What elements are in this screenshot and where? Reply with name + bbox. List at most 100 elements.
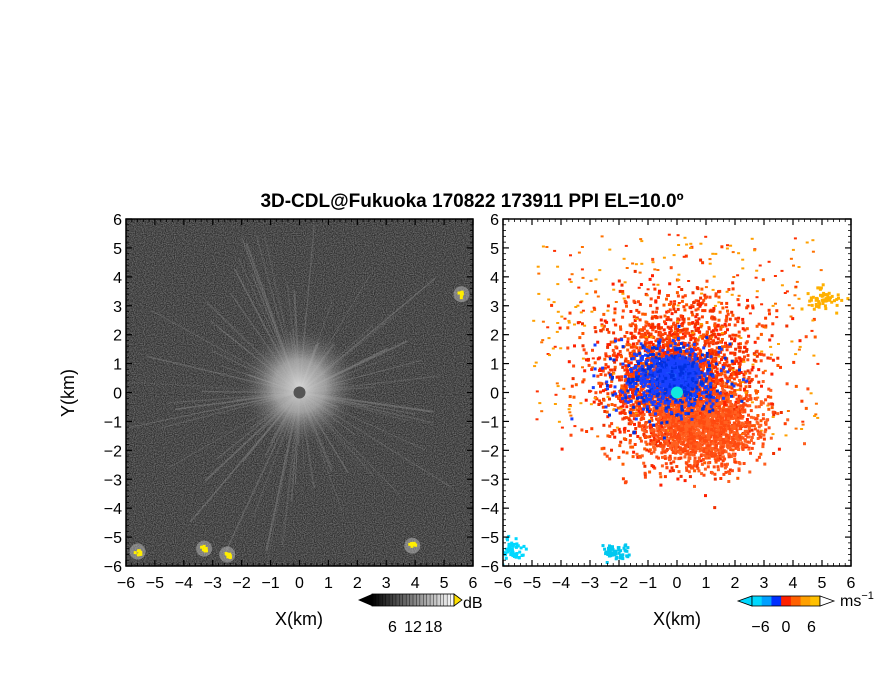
cluster-pixel <box>515 542 519 546</box>
y-tick-label: 1 <box>490 357 499 374</box>
hotspot-pixel <box>228 555 232 559</box>
hotspot-pixel <box>225 552 229 556</box>
y-tick-label: −6 <box>104 559 122 576</box>
cluster-pixel <box>824 307 828 311</box>
velocity-colorbar-swatch <box>810 596 821 606</box>
cluster-pixel <box>516 544 520 548</box>
x-tick-label: 5 <box>440 575 449 592</box>
x-tick-label: 3 <box>382 575 391 592</box>
x-tick-label: 6 <box>469 575 478 592</box>
cluster-pixel <box>519 546 523 550</box>
velocity-colorbar-unit: ms−1 <box>840 590 874 610</box>
cluster-pixel <box>518 550 522 554</box>
left-xlabel: X(km) <box>275 609 323 629</box>
cluster-pixel <box>611 547 615 551</box>
cluster-pixel <box>815 296 818 300</box>
cluster-pixel <box>817 305 821 308</box>
right-panel: −6 −5 −4 −3 −2 −1 0 1 2 3 4 5 6 6 5 4 3 2 1 0 −1 −2 −3 −4 −5 −6 X… <box>481 212 874 636</box>
hotspot-pixel <box>226 554 230 558</box>
hotspot-pixel <box>413 542 417 546</box>
hotspot-pixel <box>460 292 464 296</box>
cluster-pixel <box>827 291 831 295</box>
cluster-pixel <box>622 546 626 550</box>
cluster-pixel <box>522 544 526 548</box>
cluster-pixel <box>617 551 621 555</box>
left-ylabel: Y(km) <box>58 369 78 417</box>
cluster-pixel <box>808 299 812 303</box>
x-tick-label: 1 <box>324 575 333 592</box>
hotspot-pixel <box>203 549 207 553</box>
cluster-pixel <box>510 543 514 547</box>
cluster-pixel <box>814 304 818 308</box>
cluster-pixel <box>822 298 826 302</box>
cluster-pixel <box>820 294 824 298</box>
hotspot-pixel <box>408 542 412 546</box>
cluster-pixel <box>515 552 519 555</box>
y-tick-label: 2 <box>113 328 122 345</box>
hotspot-pixel <box>136 549 140 553</box>
cluster-pixel <box>835 297 839 301</box>
cluster-pixel <box>610 553 614 557</box>
cluster-pixel <box>616 546 620 550</box>
velocity-colorbar-swatch <box>781 596 792 606</box>
cluster-pixel <box>507 542 511 546</box>
cluster-pixel <box>821 283 825 287</box>
y-tick-label: 5 <box>113 241 122 258</box>
cluster-pixel <box>835 311 839 315</box>
cluster-pixel <box>824 299 828 303</box>
hotspot-pixel <box>459 296 463 300</box>
gray-colorbar-tick: 12 <box>404 619 422 636</box>
hotspot-pixel <box>410 544 414 548</box>
cluster-pixel <box>511 544 515 548</box>
x-tick-label: −4 <box>175 575 193 592</box>
x-tick-label: −2 <box>610 575 628 592</box>
velocity-colorbar: −6 0 6 ms−1 <box>736 590 874 636</box>
velocity-colorbar-swatch <box>761 596 772 606</box>
hotspot-pixel <box>410 542 414 546</box>
x-tick-label: −6 <box>494 575 512 592</box>
cluster-pixel <box>824 297 828 301</box>
cluster-pixel <box>614 549 618 553</box>
x-tick-label: 0 <box>673 575 682 592</box>
cluster-pixel <box>827 296 831 300</box>
cluster-pixel <box>810 303 814 307</box>
cluster-pixel <box>824 293 828 297</box>
cluster-pixel <box>514 537 518 541</box>
x-tick-label: 4 <box>789 575 798 592</box>
cluster-pixel <box>820 298 824 302</box>
x-tick-label: −4 <box>552 575 570 592</box>
y-tick-label: 0 <box>490 386 499 403</box>
hotspot-pixel <box>460 290 464 294</box>
x-tick-label: −1 <box>639 575 657 592</box>
cluster-pixel <box>611 545 614 549</box>
y-tick-label: 5 <box>490 241 499 258</box>
y-tick-label: −2 <box>481 443 499 460</box>
velocity-colorbar-swatch <box>771 596 782 606</box>
cluster-pixel <box>605 561 609 564</box>
cluster-pixel <box>517 556 521 560</box>
hotspot-pixel <box>457 291 461 295</box>
x-tick-label: −5 <box>523 575 541 592</box>
cluster-pixel <box>830 294 834 298</box>
y-tick-label: −3 <box>481 472 499 489</box>
cluster-pixel <box>835 303 839 307</box>
y-tick-label: −2 <box>104 443 122 460</box>
cluster-pixel <box>816 286 820 290</box>
cluster-pixel <box>625 554 629 558</box>
cluster-pixel <box>809 298 813 302</box>
cluster-pixel <box>604 552 608 556</box>
hotspot-pixel <box>201 548 205 552</box>
cluster-pixel <box>829 296 832 300</box>
left-plot-area <box>126 219 473 566</box>
cluster-pixel <box>509 551 513 555</box>
hotspot-pixel <box>136 553 140 557</box>
velocity-colorbar-swatch <box>790 596 802 606</box>
hotspot-pixel <box>228 553 232 557</box>
y-tick-label: 0 <box>113 386 122 403</box>
y-tick-label: 1 <box>113 357 122 374</box>
right-axes: −6 −5 −4 −3 −2 −1 0 1 2 3 4 5 6 6 5 4 3 2 1 0 −1 −2 −3 −4 −5 −6 <box>481 212 856 592</box>
cluster-pixel <box>823 304 827 308</box>
